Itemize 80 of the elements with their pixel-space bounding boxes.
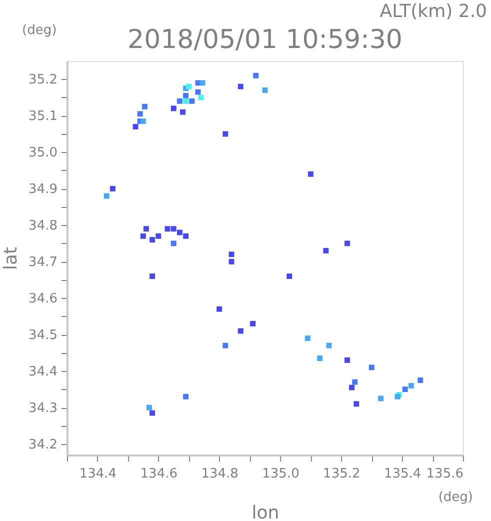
y-tick-label: 34.7 [28,255,58,270]
point [183,394,189,400]
text: (deg) [438,490,473,505]
y-tick-label: 35.2 [28,72,58,88]
point [238,84,244,90]
point [262,87,268,93]
point [142,104,148,110]
point [137,111,143,117]
x-tick-label: 135.4 [384,466,422,482]
point [170,106,176,112]
point [222,131,228,137]
x-tick-label: 135.2 [323,466,360,482]
point [110,186,116,192]
point [156,233,162,239]
y-tick-label: 34.9 [28,182,58,198]
point [176,230,182,236]
point [150,410,156,416]
point [402,386,408,392]
text: (deg) [22,23,57,38]
x-tick-label: 135.0 [262,466,300,482]
point [170,226,176,232]
point [418,377,424,383]
point [146,404,152,410]
point [344,357,350,363]
point [143,226,149,232]
point [308,171,314,177]
point [150,237,156,242]
y-tick-label: 34.3 [28,401,58,416]
point [368,364,374,370]
point [164,226,170,232]
x-axis-title: lon [252,502,280,521]
point [195,80,201,86]
point [183,233,189,239]
y-tick-label: 34.5 [28,328,58,344]
point [183,92,189,98]
y-tick-label: 34.6 [28,292,58,307]
point [140,233,146,239]
y-tick-label: 35.1 [28,109,58,124]
y-axis-title: lat [0,246,22,270]
point [317,356,323,362]
point [228,258,234,264]
point [176,98,182,104]
point [238,328,244,334]
x-tick-label: 135.6 [426,466,464,482]
point [354,401,360,407]
point [186,84,192,90]
point [150,274,156,279]
point [180,109,186,115]
point [198,94,204,100]
point [378,396,384,402]
point [304,336,310,341]
point [286,274,292,279]
y-tick-label: 34.8 [28,218,58,234]
point [132,124,138,130]
x-tick-label: 134.6 [140,466,178,482]
point [326,342,332,348]
point [344,240,350,246]
point [222,342,228,348]
point [253,72,259,78]
y-tick-label: 34.2 [28,438,58,453]
point [352,379,358,385]
x-tick-label: 134.8 [201,466,238,482]
point [228,252,234,258]
point [170,240,176,246]
point [323,248,329,254]
point [216,306,222,312]
point [408,382,414,388]
point [189,98,195,104]
point [140,118,146,124]
point [183,98,189,104]
x-tick-label: 134.4 [79,466,117,482]
point [195,89,201,95]
text: ALT(km) 2.0 [380,1,487,22]
point [104,193,110,199]
chart-title: 2018/05/01 10:59:30 [128,25,402,55]
y-tick-label: 34.4 [28,364,58,380]
point [250,320,256,326]
point [200,80,206,86]
point [349,384,355,390]
y-tick-label: 35.0 [28,146,58,161]
